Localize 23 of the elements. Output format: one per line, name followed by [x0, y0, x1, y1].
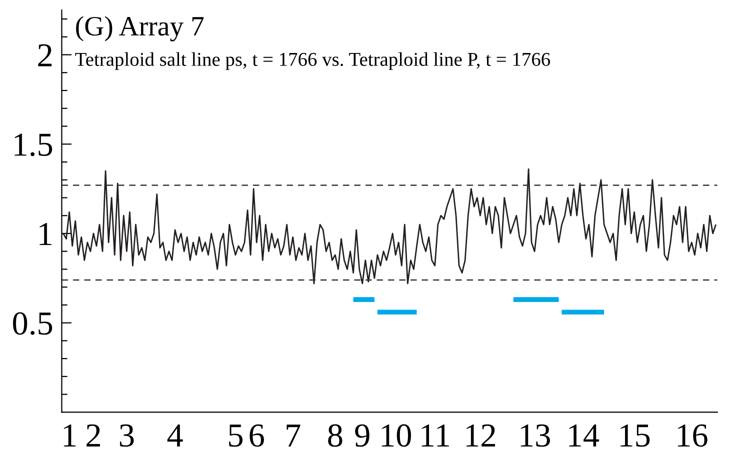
- x-tick-label: 9: [355, 424, 370, 447]
- x-tick-label: 11: [422, 424, 449, 446]
- x-tick-label: 1: [64, 424, 76, 446]
- x-tick-label: 7: [286, 424, 300, 446]
- x-tick-label: 12: [466, 424, 496, 446]
- x-tick-label: 5: [229, 424, 242, 447]
- x-tick-label: 10: [382, 424, 411, 447]
- x-tick-label: 6: [250, 424, 264, 447]
- line-series: [62, 168, 717, 284]
- y-tick-label: 2: [38, 44, 52, 66]
- x-tick-label: 4: [167, 424, 183, 446]
- y-tick-label: 1.5: [14, 134, 52, 156]
- x-tick-label: 16: [678, 424, 708, 447]
- x-tick-label: 13: [520, 424, 550, 447]
- x-tick-label: 3: [120, 424, 134, 447]
- x-tick-label: 15: [620, 424, 650, 447]
- x-tick-label: 14: [569, 424, 600, 446]
- y-tick-label: 1: [40, 223, 52, 246]
- chart-title: (G) Array 7: [76, 16, 204, 42]
- x-tick-label: 2: [86, 424, 100, 446]
- text: Tetraploid salt line ps, t = 1766 vs. Tetraploid line P, t = 1766: [75, 52, 550, 70]
- x-tick-label: 8: [328, 424, 342, 447]
- y-tick-label: 0.5: [13, 312, 52, 335]
